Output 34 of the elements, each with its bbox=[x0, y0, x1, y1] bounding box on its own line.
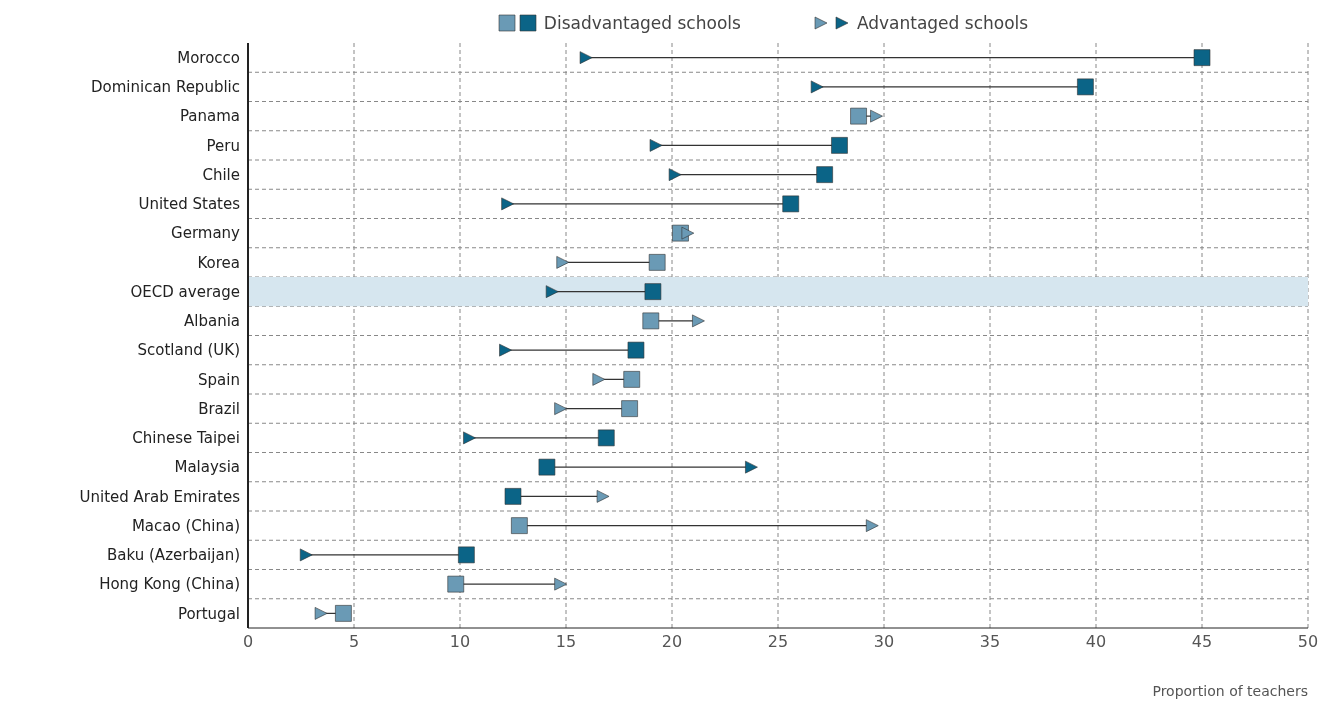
y-tick-label: OECD average bbox=[130, 282, 240, 301]
y-tick-label: Chinese Taipei bbox=[132, 429, 240, 448]
y-tick-label: Baku (Azerbaijan) bbox=[107, 546, 240, 565]
y-tick-label: Panama bbox=[179, 107, 240, 126]
x-tick-label: 45 bbox=[1191, 632, 1213, 652]
y-tick-label: United Arab Emirates bbox=[79, 487, 241, 506]
x-tick-label: 15 bbox=[555, 632, 577, 652]
y-tick-label: Spain bbox=[198, 370, 240, 389]
y-tick-label: Albania bbox=[183, 312, 240, 331]
y-tick-label: Dominican Republic bbox=[90, 78, 240, 97]
y-tick-label: United States bbox=[138, 195, 241, 214]
legend-label: Advantaged schools bbox=[856, 13, 1029, 33]
y-tick-label: Morocco bbox=[177, 48, 240, 67]
y-tick-label: Hong Kong (China) bbox=[99, 575, 240, 594]
x-tick-label: 10 bbox=[449, 632, 471, 652]
x-tick-label: 30 bbox=[873, 632, 895, 652]
x-axis-title: Proportion of teachers bbox=[1152, 683, 1308, 699]
y-tick-label: Scotland (UK) bbox=[137, 341, 240, 360]
y-tick-label: Korea bbox=[197, 253, 240, 272]
x-tick-label: 50 bbox=[1297, 632, 1319, 652]
x-tick-label: 40 bbox=[1085, 632, 1107, 652]
y-tick-label: Brazil bbox=[198, 399, 240, 418]
y-tick-label: Malaysia bbox=[174, 458, 240, 477]
x-tick-label: 35 bbox=[979, 632, 1001, 652]
y-tick-label: Chile bbox=[202, 165, 240, 184]
x-tick-label: 20 bbox=[661, 632, 683, 652]
x-tick-label: 5 bbox=[348, 632, 360, 652]
x-tick-label: 0 bbox=[242, 632, 254, 652]
x-tick-label: 25 bbox=[767, 632, 789, 652]
legend-label: Disadvantaged schools bbox=[543, 13, 741, 33]
y-tick-label: Portugal bbox=[177, 604, 240, 623]
y-tick-label: Germany bbox=[171, 224, 241, 243]
y-tick-label: Macao (China) bbox=[131, 516, 240, 535]
y-tick-label: Peru bbox=[206, 136, 240, 155]
